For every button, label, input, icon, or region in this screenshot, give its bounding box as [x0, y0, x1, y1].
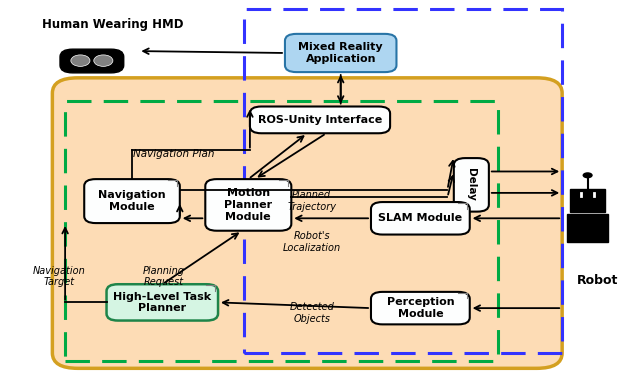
Ellipse shape [94, 55, 113, 66]
Text: Perception
Module: Perception Module [387, 297, 454, 319]
Text: Navigation
Module: Navigation Module [98, 190, 166, 212]
Text: ROS-Unity Interface: ROS-Unity Interface [258, 115, 382, 125]
Text: Navigation
Target: Navigation Target [33, 266, 85, 287]
Text: High-Level Task
Planner: High-Level Task Planner [113, 291, 211, 313]
FancyBboxPatch shape [60, 49, 124, 73]
FancyBboxPatch shape [106, 284, 218, 321]
Ellipse shape [71, 55, 90, 66]
Bar [65, 101, 499, 361]
Text: Robot's
Localization: Robot's Localization [283, 231, 340, 253]
Text: SLAM Module: SLAM Module [378, 213, 463, 223]
FancyBboxPatch shape [371, 292, 470, 325]
Text: Planning
Request: Planning Request [143, 266, 185, 287]
FancyBboxPatch shape [52, 78, 562, 368]
Bar [244, 9, 562, 353]
FancyBboxPatch shape [570, 189, 605, 212]
Text: Navigation Plan: Navigation Plan [132, 149, 214, 159]
FancyBboxPatch shape [285, 34, 396, 72]
Text: Robot: Robot [577, 274, 618, 287]
Text: Planned
Trajectory: Planned Trajectory [287, 190, 336, 212]
Text: Motion
Planner
Module: Motion Planner Module [224, 188, 273, 221]
FancyBboxPatch shape [250, 107, 390, 133]
FancyBboxPatch shape [454, 158, 489, 212]
Text: Mixed Reality
Application: Mixed Reality Application [298, 42, 383, 64]
Text: Detected
Objects: Detected Objects [289, 302, 334, 324]
Text: Delay: Delay [467, 168, 476, 201]
FancyBboxPatch shape [371, 202, 470, 234]
Text: Human Wearing HMD: Human Wearing HMD [42, 18, 184, 31]
FancyBboxPatch shape [567, 214, 608, 242]
FancyBboxPatch shape [84, 179, 180, 223]
Circle shape [582, 172, 593, 178]
FancyBboxPatch shape [205, 179, 291, 231]
